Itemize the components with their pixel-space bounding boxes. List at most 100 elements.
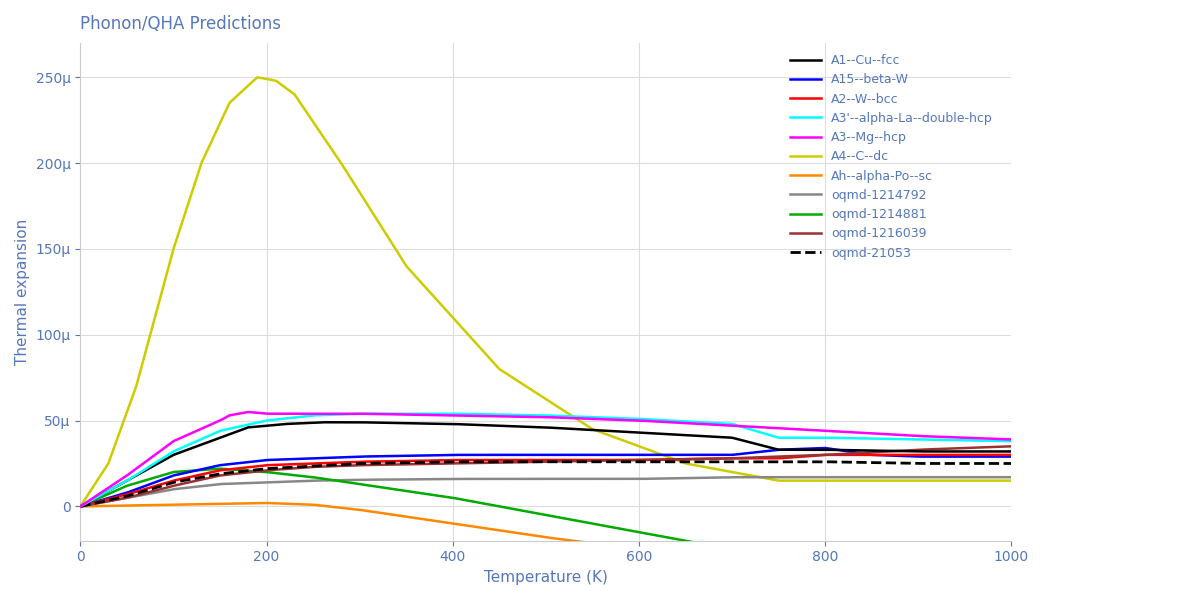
oqmd-1214881 [714,544,728,551]
Line: oqmd-1216039: oqmd-1216039 [80,446,1012,506]
oqmd-1214881 [817,563,832,570]
Line: A2--W--bcc: A2--W--bcc [80,455,1012,506]
oqmd-1216039 [1004,443,1019,450]
A4--C--dc [714,466,728,473]
oqmd-1214792 [817,473,832,481]
oqmd-21053 [168,478,182,485]
oqmd-21053 [817,458,832,466]
Ah--alpha-Po--sc [73,503,88,510]
A1--Cu--fcc [817,446,832,454]
Ah--alpha-Po--sc [451,521,466,528]
Line: A4--C--dc: A4--C--dc [80,77,1012,506]
Line: oqmd-1214792: oqmd-1214792 [80,477,1012,506]
A15--beta-W [816,445,830,452]
oqmd-1214881 [212,465,227,472]
A3'--alpha-La--double-hcp [168,447,182,454]
oqmd-1216039 [450,460,464,467]
A3'--alpha-La--double-hcp [817,434,832,442]
Line: Ah--alpha-Po--sc: Ah--alpha-Po--sc [80,503,1012,566]
oqmd-1214792 [168,485,182,493]
A3--Mg--hcp [800,426,815,433]
oqmd-1214881 [168,469,182,476]
oqmd-1216039 [816,451,830,458]
Ah--alpha-Po--sc [1004,563,1019,570]
Ah--alpha-Po--sc [817,559,832,566]
A1--Cu--fcc [800,446,815,454]
A3--Mg--hcp [451,412,466,419]
oqmd-1214792 [1004,473,1019,481]
A1--Cu--fcc [714,433,728,440]
A1--Cu--fcc [316,419,330,426]
A3'--alpha-La--double-hcp [800,434,815,442]
A4--C--dc [451,320,466,327]
A1--Cu--fcc [1004,448,1019,455]
A2--W--bcc [713,455,727,462]
A1--Cu--fcc [168,451,182,458]
A3'--alpha-La--double-hcp [1004,437,1019,445]
oqmd-1216039 [168,482,182,489]
A2--W--bcc [816,451,830,458]
A3'--alpha-La--double-hcp [485,411,499,418]
A1--Cu--fcc [73,503,88,510]
A4--C--dc [485,356,499,364]
A15--beta-W [1004,453,1019,460]
oqmd-21053 [485,458,499,466]
oqmd-1214881 [451,495,466,502]
Legend: A1--Cu--fcc, A15--beta-W, A2--W--bcc, A3'--alpha-La--double-hcp, A3--Mg--hcp, A4: A1--Cu--fcc, A15--beta-W, A2--W--bcc, A3… [790,54,992,260]
X-axis label: Temperature (K): Temperature (K) [484,570,608,585]
Ah--alpha-Po--sc [168,501,182,508]
A4--C--dc [168,239,182,247]
oqmd-21053 [73,503,88,510]
A3--Mg--hcp [73,503,88,510]
Line: A15--beta-W: A15--beta-W [80,448,1012,506]
oqmd-1214792 [726,473,740,481]
oqmd-1214881 [485,502,499,509]
oqmd-1214792 [73,503,88,510]
oqmd-1214792 [450,475,464,482]
oqmd-1216039 [73,503,88,510]
oqmd-1216039 [484,459,498,466]
A1--Cu--fcc [485,422,499,429]
oqmd-21053 [451,458,466,466]
A2--W--bcc [73,503,88,510]
oqmd-1214881 [73,503,88,510]
A4--C--dc [800,477,815,484]
A4--C--dc [251,74,265,81]
A4--C--dc [1004,477,1019,484]
oqmd-21053 [800,458,815,466]
A4--C--dc [73,503,88,510]
oqmd-1214881 [800,560,815,567]
A3--Mg--hcp [168,437,182,444]
A1--Cu--fcc [451,421,466,428]
A15--beta-W [799,445,814,452]
Line: A3'--alpha-La--double-hcp: A3'--alpha-La--double-hcp [80,413,1012,506]
Line: A3--Mg--hcp: A3--Mg--hcp [80,412,1012,506]
Line: A1--Cu--fcc: A1--Cu--fcc [80,422,1012,506]
A2--W--bcc [450,457,464,464]
A15--beta-W [713,451,727,458]
Ah--alpha-Po--sc [714,553,728,560]
A3'--alpha-La--double-hcp [451,410,466,418]
A3--Mg--hcp [241,409,256,416]
Ah--alpha-Po--sc [485,526,499,533]
A15--beta-W [484,451,498,458]
A3--Mg--hcp [714,421,728,428]
A15--beta-W [168,472,182,479]
A2--W--bcc [818,451,833,458]
oqmd-1214792 [713,474,727,481]
oqmd-21053 [446,458,461,466]
oqmd-1216039 [713,455,727,462]
A3'--alpha-La--double-hcp [714,420,728,427]
A4--C--dc [817,477,832,484]
A15--beta-W [818,445,833,452]
A2--W--bcc [484,457,498,464]
A2--W--bcc [168,476,182,484]
A15--beta-W [73,503,88,510]
oqmd-21053 [1004,460,1019,467]
A3--Mg--hcp [817,427,832,434]
Line: oqmd-21053: oqmd-21053 [80,462,1012,506]
Ah--alpha-Po--sc [800,559,815,566]
oqmd-21053 [714,458,728,466]
A3'--alpha-La--double-hcp [353,410,367,417]
A3--Mg--hcp [485,413,499,420]
